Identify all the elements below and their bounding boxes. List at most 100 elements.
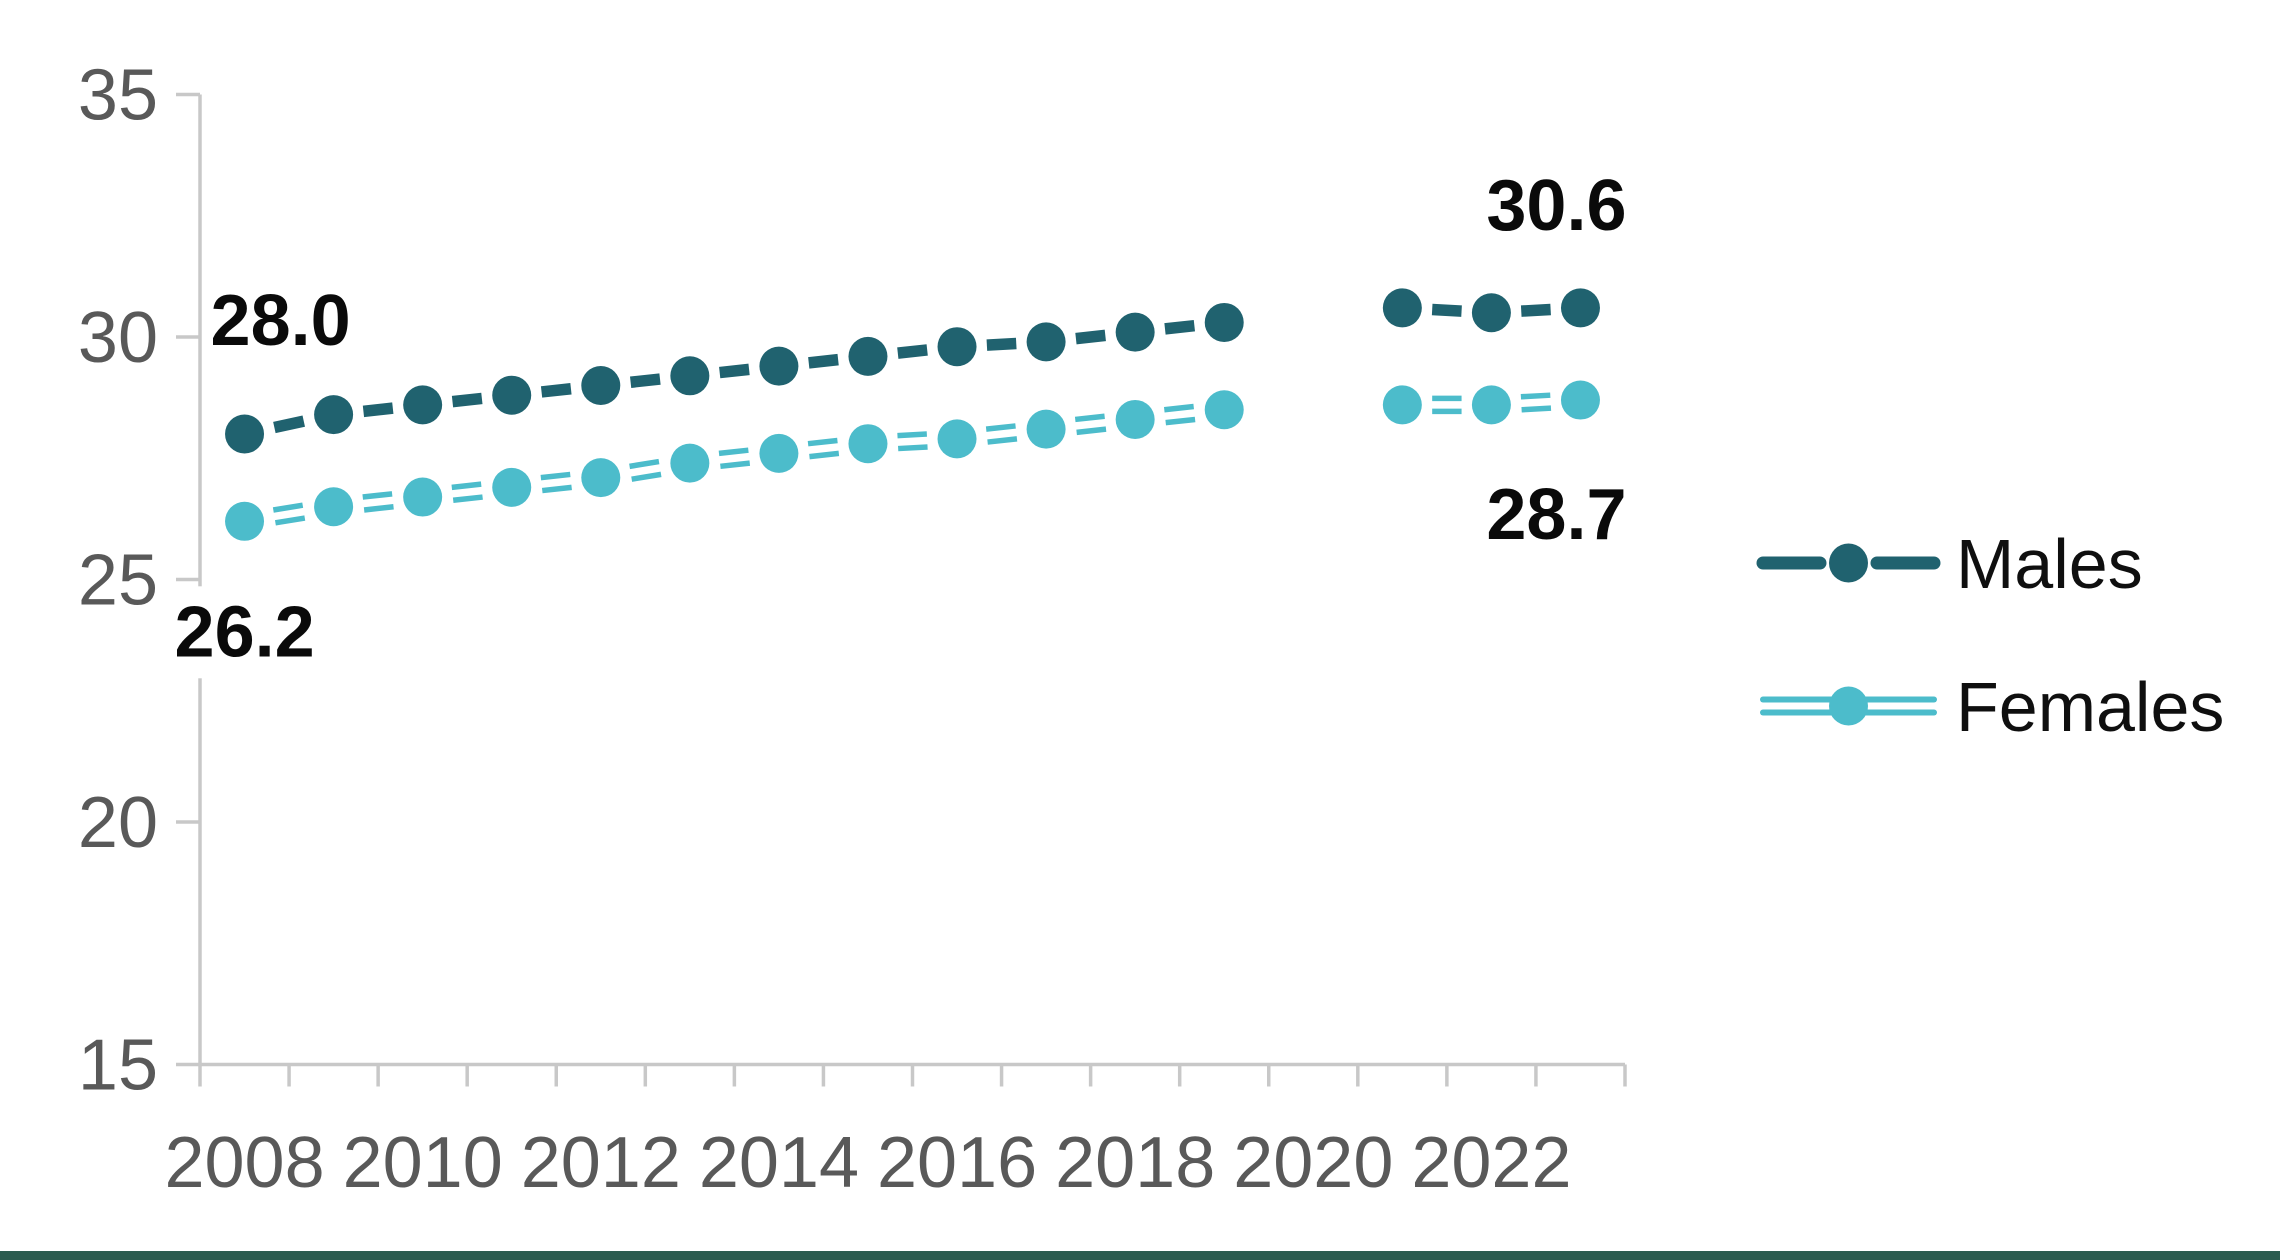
y-tick-label: 25 <box>78 541 158 621</box>
data-point-females-2022 <box>1471 385 1511 425</box>
data-label-females-2008: 26.2 <box>175 592 315 672</box>
data-point-males-2013 <box>670 356 710 396</box>
line-dash-males <box>1431 303 1462 317</box>
x-tick-label: 2014 <box>699 1123 859 1203</box>
x-tick-label: 2022 <box>1411 1123 1571 1203</box>
data-point-males-2023 <box>1560 288 1600 328</box>
legend-item-females: Females <box>1760 668 2224 746</box>
data-label-males-2023: 30.6 <box>1486 166 1626 246</box>
legend-label-females: Females <box>1956 668 2224 746</box>
line-double-dash-females <box>1521 405 1552 413</box>
x-tick-label: 2018 <box>1055 1123 1215 1203</box>
y-tick-label: 15 <box>78 1026 158 1106</box>
legend-marker-dot-females <box>1829 686 1868 726</box>
y-tick-label: 30 <box>78 298 158 378</box>
data-point-males-2012 <box>581 366 621 405</box>
line-double-dash-females <box>987 436 1018 445</box>
line-double-dash-females <box>363 504 394 513</box>
line-double-dash-females <box>809 450 840 460</box>
line-dash-males <box>273 415 305 434</box>
line-double-dash-females <box>718 447 749 457</box>
line-dash-males <box>540 383 572 398</box>
line-dash-males <box>897 344 928 359</box>
legend-label-males: Males <box>1956 525 2143 603</box>
line-dash-males <box>1164 319 1196 335</box>
data-point-females-2018 <box>1115 399 1155 439</box>
line-double-dash-females <box>897 431 927 439</box>
data-label-females-2023: 28.7 <box>1486 475 1626 555</box>
y-tick-label: 20 <box>78 783 158 863</box>
line-double-dash-females <box>451 481 482 491</box>
data-point-females-2019 <box>1204 390 1244 430</box>
x-tick-label: 2020 <box>1233 1123 1393 1203</box>
line-double-dash-females <box>898 444 928 452</box>
line-dash-males <box>719 363 750 379</box>
y-axis: 15 20 25 30 35 <box>78 56 202 1106</box>
data-point-males-2022 <box>1471 293 1511 333</box>
line-double-dash-females <box>1520 392 1551 400</box>
series-males <box>225 288 1600 454</box>
line-dash-males <box>362 402 394 418</box>
line-double-dash-females <box>541 484 572 494</box>
data-point-females-2012 <box>581 458 621 498</box>
data-label-males-2008: 28.0 <box>211 281 351 361</box>
data-point-males-2015 <box>848 336 888 376</box>
line-double-dash-females <box>720 460 751 470</box>
x-tick-label: 2012 <box>521 1123 681 1203</box>
data-point-females-2013 <box>670 443 710 483</box>
data-point-males-2019 <box>1204 302 1244 342</box>
line-double-dash-females <box>452 494 483 503</box>
data-point-females-2021 <box>1382 385 1422 425</box>
data-point-males-2018 <box>1115 312 1155 352</box>
x-tick-label: 2016 <box>877 1123 1037 1203</box>
x-axis: 2008 2010 2012 2014 2016 2018 2020 2022 <box>164 1062 1627 1203</box>
line-double-dash-females <box>1074 413 1105 423</box>
data-point-males-2021 <box>1382 288 1422 328</box>
data-point-males-2014 <box>759 346 799 386</box>
line-double-dash-females <box>1076 426 1107 436</box>
y-tick-label: 35 <box>78 56 158 136</box>
legend: Males Females <box>1756 525 2224 746</box>
line-double-dash-females <box>985 423 1016 432</box>
series-females <box>225 380 1600 541</box>
data-point-males-2009 <box>314 395 354 435</box>
data-label-backdrop <box>166 586 387 679</box>
data-point-females-2023 <box>1560 380 1600 420</box>
data-point-females-2017 <box>1026 409 1066 449</box>
line-dash-males <box>808 353 839 369</box>
line-dash-males <box>1075 329 1106 345</box>
line-double-dash-females <box>629 458 660 470</box>
line-double-dash-females <box>1165 416 1196 426</box>
x-tick-label: 2008 <box>164 1123 324 1203</box>
line-double-dash-females <box>1163 403 1194 413</box>
line-double-dash-females <box>272 502 304 513</box>
line-double-dash-females <box>274 515 306 526</box>
data-point-males-2011 <box>492 375 532 415</box>
data-point-females-2008 <box>225 501 265 541</box>
data-point-females-2010 <box>403 477 443 517</box>
data-labels: 28.0 26.2 30.6 28.7 <box>166 166 1627 679</box>
data-point-females-2015 <box>848 424 888 464</box>
axes: 15 20 25 30 35 2008 2010 2012 2014 2016 2018 2020 20… <box>78 56 1627 1203</box>
data-point-males-2017 <box>1026 322 1066 362</box>
data-point-males-2016 <box>937 327 977 367</box>
line-double-dash-females <box>362 491 393 500</box>
line-dash-males <box>986 337 1017 351</box>
line-dash-males <box>1520 303 1551 317</box>
data-point-females-2014 <box>759 433 799 473</box>
x-tick-label: 2010 <box>343 1123 503 1203</box>
line-double-dash-females <box>540 471 571 481</box>
data-point-males-2008 <box>225 414 265 454</box>
data-point-females-2009 <box>314 487 354 527</box>
line-dash-males <box>451 392 483 408</box>
legend-marker-dot-males <box>1829 543 1868 583</box>
data-point-females-2016 <box>937 419 977 459</box>
line-double-dash-females <box>807 437 838 447</box>
slide-bottom-border <box>0 1251 2280 1260</box>
data-point-males-2010 <box>403 385 443 425</box>
line-double-dash-females <box>631 471 662 482</box>
data-point-females-2011 <box>492 467 532 507</box>
legend-item-males: Males <box>1756 525 2143 603</box>
